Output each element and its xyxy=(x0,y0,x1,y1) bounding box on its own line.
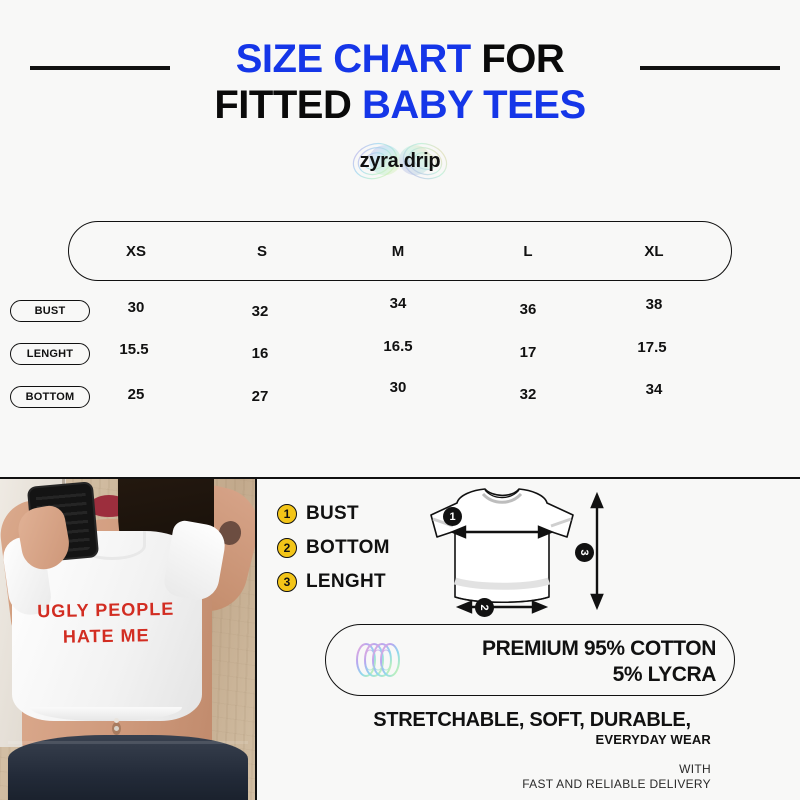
table-cell: 34 xyxy=(389,295,407,312)
table-cell: 25 xyxy=(127,386,145,403)
diagram-badge-2: 2 xyxy=(475,598,494,617)
title-size-chart: SIZE CHART xyxy=(235,37,472,81)
page-title: SIZE CHART FOR FITTED BABY TEES xyxy=(0,36,800,128)
fabric-line-1: PREMIUM 95% COTTON xyxy=(482,637,716,660)
table-cell: 34 xyxy=(645,381,663,398)
size-column-s: S xyxy=(256,243,267,260)
legend-label: LENGHT xyxy=(306,571,386,592)
table-cell: 17 xyxy=(519,344,537,361)
size-column-m: M xyxy=(391,243,405,260)
measurement-legend: 1 BUST 2 BOTTOM 3 LENGHT xyxy=(277,503,390,605)
title-rule-right xyxy=(640,66,780,70)
legend-label: BUST xyxy=(306,503,359,524)
tee-text-line-2: HATE ME xyxy=(62,625,150,647)
size-column-xl: XL xyxy=(644,243,664,260)
title-rule-left xyxy=(30,66,170,70)
holographic-rings-icon xyxy=(356,643,400,677)
title-baby-tees: BABY TEES xyxy=(361,83,586,127)
badge-number-icon: 1 xyxy=(277,504,297,524)
table-cell: 36 xyxy=(519,301,537,318)
product-photo: UGLY PEOPLE HATE ME xyxy=(0,479,255,800)
row-label-bottom: BOTTOM xyxy=(10,386,90,408)
delivery-with: WITH xyxy=(679,762,711,776)
badge-number-icon: 3 xyxy=(277,572,297,592)
tee-text-line-1: UGLY PEOPLE xyxy=(37,598,175,622)
table-cell: 30 xyxy=(127,299,145,316)
legend-item: 1 BUST xyxy=(277,503,390,525)
delivery-note: FAST AND RELIABLE DELIVERY xyxy=(522,777,711,791)
table-cell: 16 xyxy=(251,345,269,362)
title-for: FOR xyxy=(481,37,565,81)
tee-graphic-text: UGLY PEOPLE HATE ME xyxy=(36,596,177,650)
table-cell: 32 xyxy=(251,303,269,320)
section-divider-vertical xyxy=(255,477,257,800)
table-cell: 27 xyxy=(251,388,269,405)
title-fitted: FITTED xyxy=(214,83,352,127)
fabric-line-2: 5% LYCRA xyxy=(612,663,717,686)
row-label-lenght: LENGHT xyxy=(10,343,90,365)
table-cell: 17.5 xyxy=(637,339,667,356)
fabric-composition-pill: PREMIUM 95% COTTON 5% LYCRA xyxy=(325,624,735,696)
badge-number-icon: 2 xyxy=(277,538,297,558)
size-table: XS S M L XL BUST 30 32 34 36 38 LENGHT 1… xyxy=(0,221,800,408)
size-column-l: L xyxy=(523,243,533,260)
table-cell: 38 xyxy=(645,296,663,313)
info-panel: 1 BUST 2 BOTTOM 3 LENGHT xyxy=(257,479,800,800)
tagline-secondary: EVERYDAY WEAR xyxy=(595,732,711,747)
diagram-badge-3: 3 xyxy=(575,543,594,562)
diagram-badge-1: 1 xyxy=(443,507,462,526)
size-column-xs: XS xyxy=(125,243,146,260)
section-divider-horizontal xyxy=(0,477,800,479)
brand-logo: zyra.drip xyxy=(0,142,800,196)
table-cell: 30 xyxy=(389,379,407,396)
legend-item: 3 LENGHT xyxy=(277,571,390,593)
table-cell: 15.5 xyxy=(119,341,149,358)
table-cell: 16.5 xyxy=(383,338,413,355)
size-header-pill xyxy=(68,221,732,281)
legend-item: 2 BOTTOM xyxy=(277,537,390,559)
tee-outline-icon xyxy=(430,488,604,614)
tagline-primary: STRETCHABLE, SOFT, DURABLE, xyxy=(373,709,691,731)
row-label-bust: BUST xyxy=(10,300,90,322)
brand-name: zyra.drip xyxy=(359,150,441,172)
table-cell: 32 xyxy=(519,386,537,403)
legend-label: BOTTOM xyxy=(306,537,390,558)
crop-tee-diagram: 1 2 3 xyxy=(397,485,647,617)
